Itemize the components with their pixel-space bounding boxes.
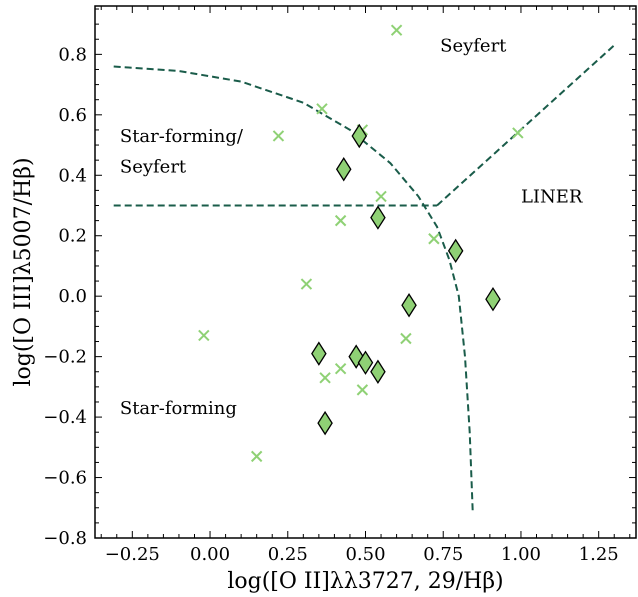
cross-stroke [400,332,412,345]
demarcation-line [113,65,474,514]
y-tick-label: −0.2 [43,347,87,368]
x-tick-label: 1.00 [501,544,541,565]
cross-stroke [250,450,263,463]
y-tick-label: 0.4 [58,165,87,186]
cross-marker [316,103,328,115]
region-label: Seyfert [120,156,187,177]
region-labels: Seyfert Star-forming/Seyfert LINER Star-for… [120,35,583,419]
cross-stroke [390,24,403,36]
diamond-marker [317,410,333,436]
cross-stroke [375,190,387,203]
y-tick-label: −0.4 [43,407,87,428]
cross-stroke [334,214,347,227]
y-axis-label: log([O III]λ5007/Hβ) [11,157,36,386]
x-tick-label: 1.25 [579,544,619,565]
x-tick-label: −0.25 [105,544,160,565]
cross-marker [428,233,440,245]
diamond-marker [370,359,386,384]
region-label: Star-forming/ [120,126,244,147]
cross-stroke [319,372,331,384]
cross-stroke [512,127,524,139]
diamond-marker [401,293,417,318]
region-label: Seyfert [440,35,507,56]
diamond-marker [370,205,386,230]
cross-marker [272,130,285,142]
cross-stroke [300,278,313,290]
x-tick-label: 0.75 [423,544,463,565]
cross-marker [319,372,331,384]
cross-marker [300,278,313,290]
y-tick-label: 0.6 [58,105,87,126]
cross-marker [390,24,403,36]
x-tick-label: 0.50 [345,544,385,565]
cross-marker [334,363,347,375]
plot-frame [94,5,637,539]
y-tick-label: 0.2 [58,226,87,247]
cross-stroke [316,103,328,115]
x-axis-label: log([O II]λλ3727, 29/Hβ) [227,569,503,594]
diamond-marker [335,157,352,182]
y-tick-label: 0.8 [58,44,87,65]
cross-markers [198,24,524,463]
cross-marker [198,329,210,342]
diamond-markers [311,123,501,436]
diamond-marker [311,341,327,366]
diamond-marker [485,286,501,312]
diamond-marker [351,123,368,149]
cross-stroke [428,233,440,245]
diamond-marker [447,238,464,264]
y-tick-label: 0.0 [58,286,87,307]
diamond-marker [357,350,374,375]
cross-stroke [334,363,347,375]
region-label: LINER [521,186,583,207]
cross-marker [400,332,412,345]
cross-marker [512,127,524,139]
x-tick-label: 0.25 [268,544,308,565]
region-label: Star-forming [120,398,237,419]
axes: −0.25 0.00 0.25 0.50 0.75 1.00 1.25 −0.8 −0.6 −0.… [43,5,637,565]
x-tick-label: 0.00 [190,544,230,565]
cross-marker [334,214,347,227]
demarcation-line [436,44,615,207]
cross-stroke [356,384,369,396]
demarcation-lines [113,44,615,514]
cross-marker [356,384,369,396]
cross-marker [250,450,263,463]
cross-stroke [198,329,210,342]
cross-marker [375,190,387,203]
y-tick-label: −0.6 [43,468,87,489]
cross-stroke [272,130,285,142]
y-tick-label: −0.8 [43,528,87,549]
